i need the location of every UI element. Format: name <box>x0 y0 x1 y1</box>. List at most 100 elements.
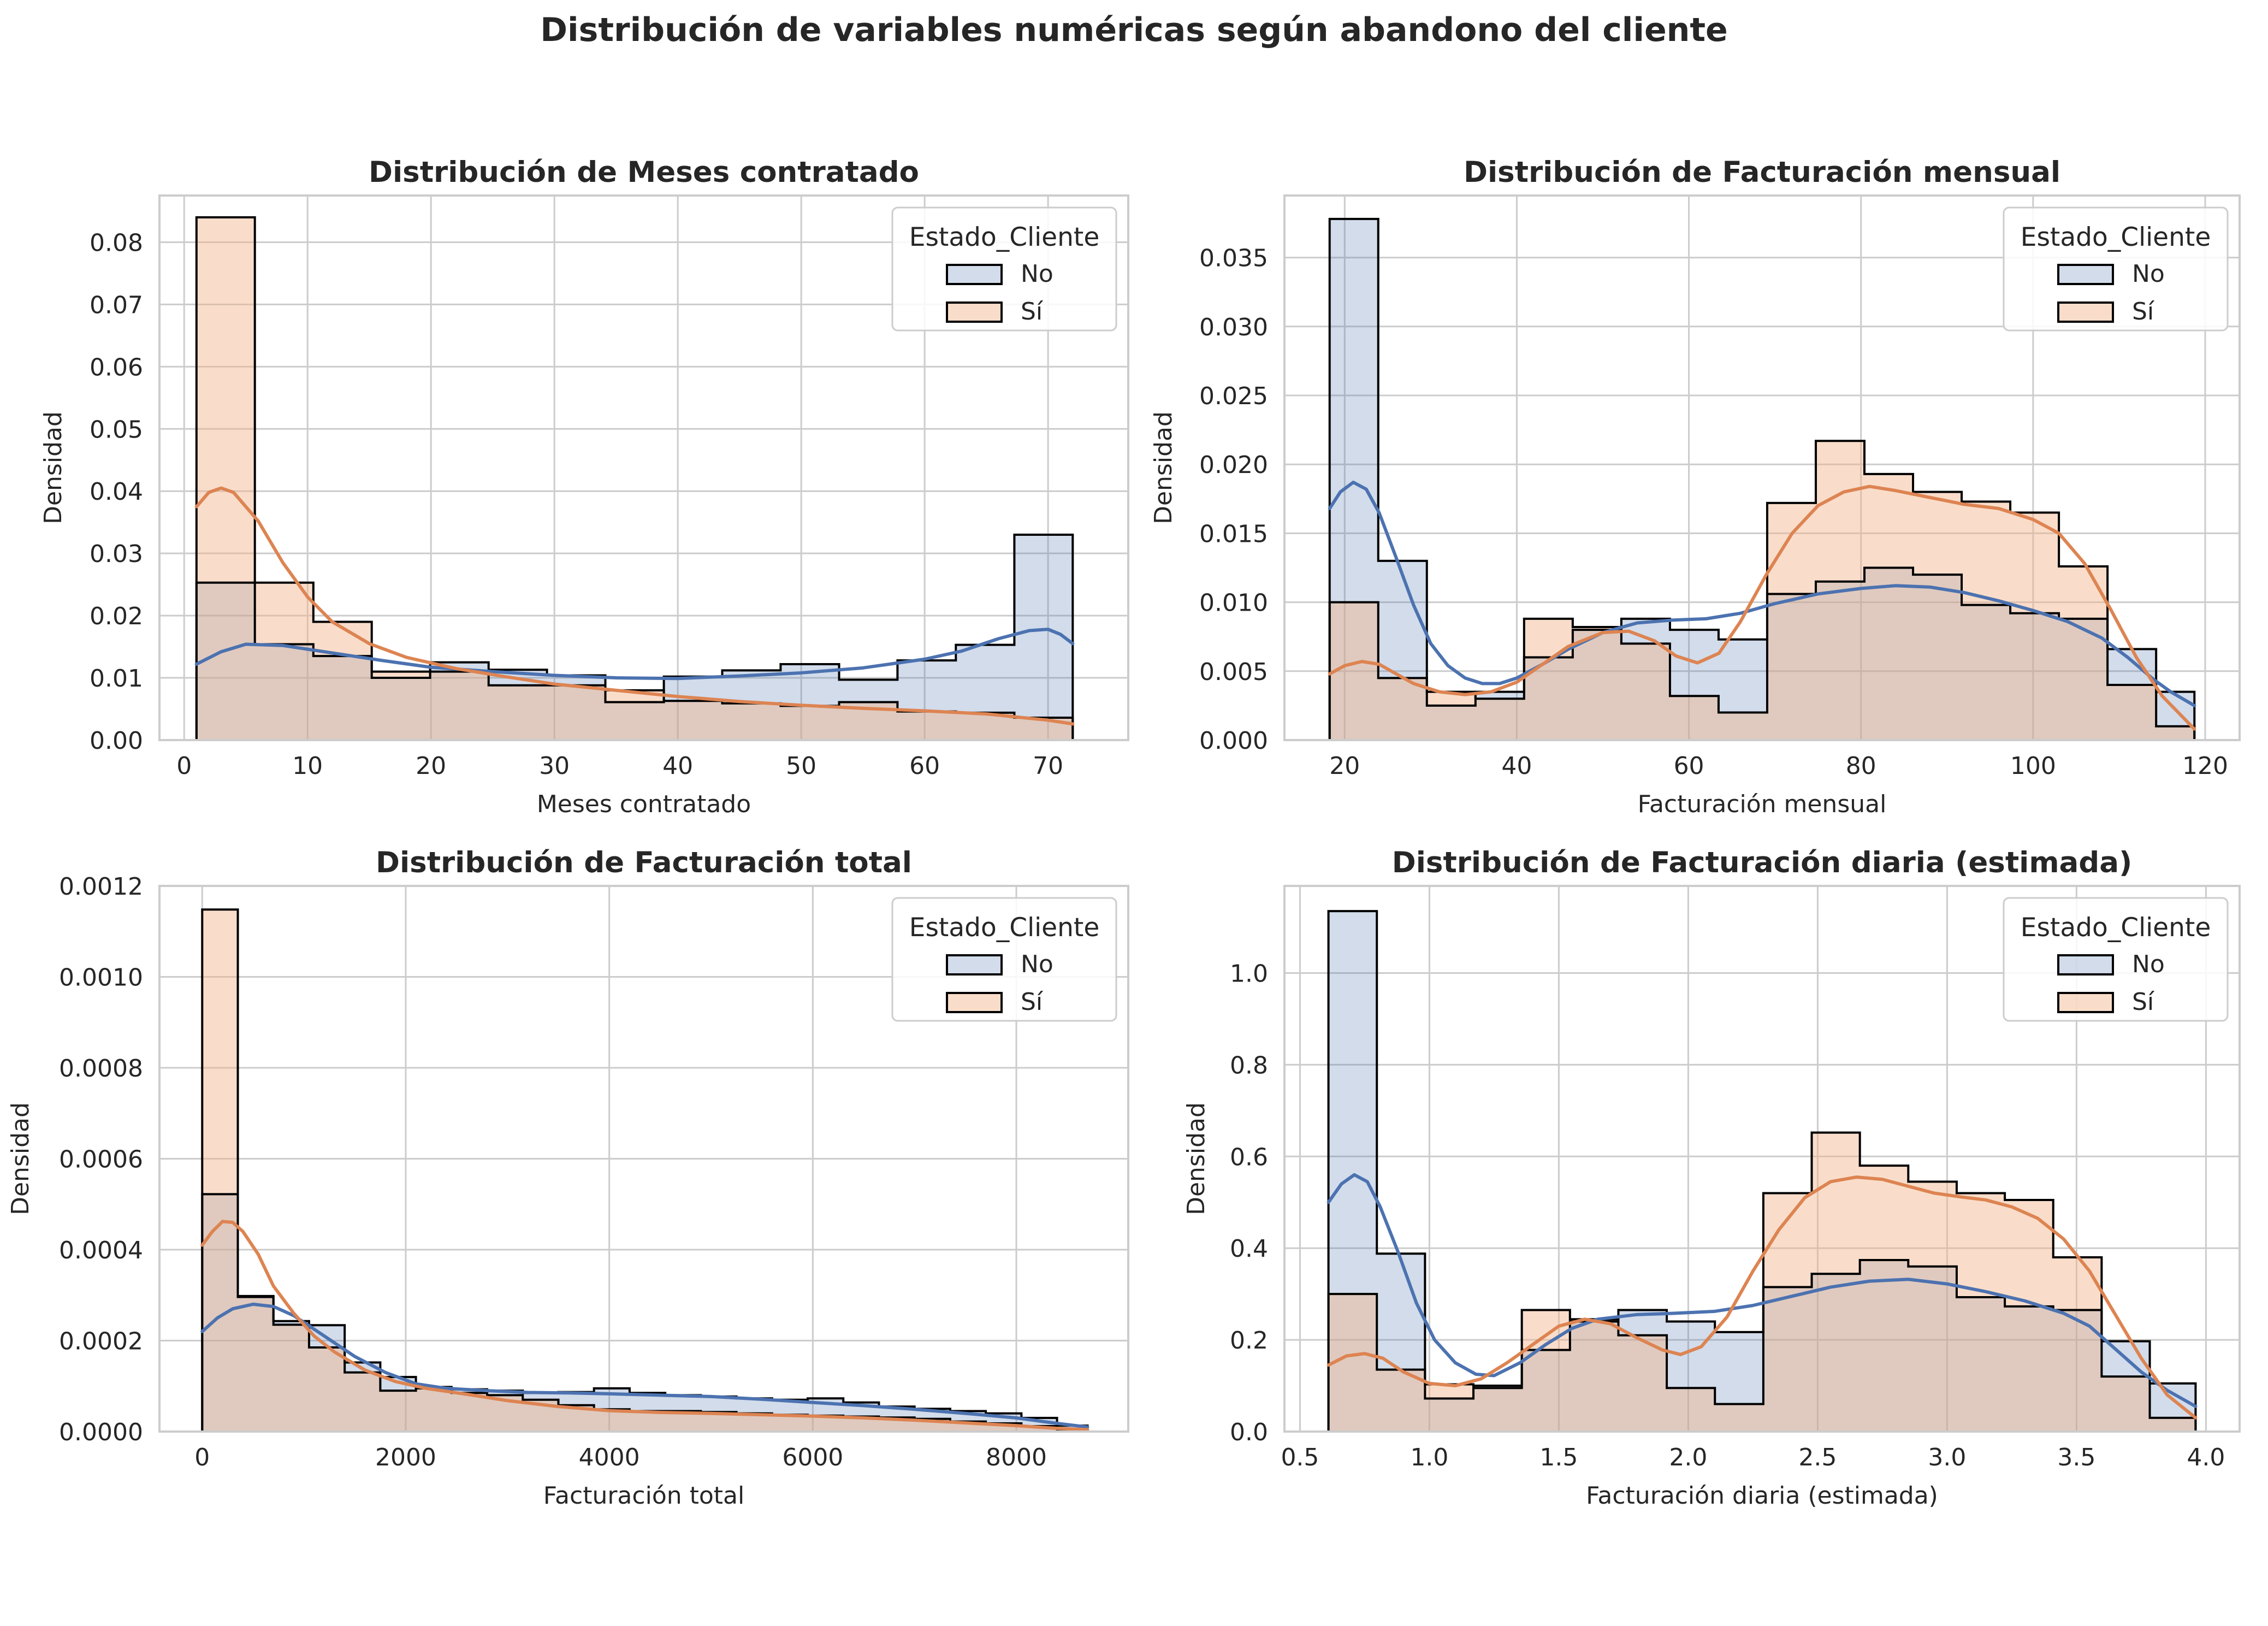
x-tick-label: 2000 <box>375 1444 436 1471</box>
legend: Estado_Cliente No Sí <box>891 206 1117 332</box>
kde-line-no <box>200 1302 1089 1429</box>
y-tick-label: 0.0000 <box>59 1418 143 1446</box>
y-tick-label: 0.025 <box>1199 382 1268 410</box>
x-tick-label: 0 <box>176 752 192 780</box>
legend-swatch-si <box>946 301 1003 323</box>
legend-label-no: No <box>1021 260 1053 288</box>
y-tick-label: 0.0006 <box>59 1146 143 1174</box>
chart-title: Distribución de Facturación diaria (esti… <box>1392 846 2133 879</box>
y-tick-label: 0.6 <box>1230 1143 1268 1171</box>
histogram-fill-si <box>1329 441 2195 740</box>
x-tick-label: 80 <box>1846 752 1876 780</box>
x-tick-label: 4000 <box>579 1444 640 1471</box>
y-tick-label: 0.020 <box>1199 451 1268 479</box>
legend-label-si: Sí <box>2132 298 2155 326</box>
y-axis-label: Densidad <box>7 1102 34 1215</box>
legend: Estado_Cliente No Sí <box>2003 897 2229 1022</box>
x-axis-label: Facturación diaria (estimada) <box>1586 1482 1938 1510</box>
y-tick-label: 0.01 <box>90 665 143 693</box>
x-tick-label: 100 <box>2010 752 2056 780</box>
y-tick-label: 1.0 <box>1230 960 1268 988</box>
legend-swatch-si <box>946 992 1003 1013</box>
y-tick-label: 0.08 <box>90 229 143 257</box>
histogram-step-no <box>201 1193 1089 1432</box>
x-tick-label: 4.0 <box>2187 1444 2225 1471</box>
legend-label-no: No <box>2132 950 2165 978</box>
x-tick-label: 3.5 <box>2057 1444 2095 1471</box>
x-tick-label: 20 <box>1329 752 1360 780</box>
x-axis-label: Facturación mensual <box>1638 790 1887 818</box>
kde-line-si <box>1327 1175 2198 1420</box>
legend-swatch-si <box>2057 301 2114 323</box>
histogram-fill-no <box>1328 911 2196 1432</box>
legend-label-si: Sí <box>1021 988 1044 1016</box>
x-tick-label: 8000 <box>986 1444 1047 1471</box>
legend-box <box>2003 897 2229 1022</box>
legend-box <box>891 206 1117 332</box>
y-tick-label: 0.030 <box>1199 314 1268 341</box>
axes-frame <box>158 194 1129 741</box>
legend-label-no: No <box>1021 950 1053 978</box>
y-tick-label: 0.0004 <box>59 1237 143 1264</box>
y-tick-label: 0.2 <box>1230 1327 1268 1355</box>
y-tick-label: 0.0010 <box>59 964 143 992</box>
y-tick-label: 0.4 <box>1230 1235 1268 1263</box>
y-tick-label: 0.02 <box>90 602 143 630</box>
chart-panel: 20 40 60 80 100 120 0.000 0.005 0.010 0.015 0.020 0… <box>1150 156 2241 818</box>
y-tick-label: 0.035 <box>1199 245 1268 273</box>
chart-title: Distribución de Facturación mensual <box>1464 156 2060 189</box>
y-tick-label: 0.07 <box>90 291 143 319</box>
y-tick-label: 0.06 <box>90 353 143 381</box>
legend-title: Estado_Cliente <box>2021 913 2211 943</box>
legend-title: Estado_Cliente <box>2021 222 2211 252</box>
axes-frame <box>1283 194 2241 741</box>
x-tick-label: 2.0 <box>1669 1444 1707 1471</box>
histogram-step-no <box>195 533 1074 740</box>
legend-swatch-si <box>2057 992 2114 1013</box>
legend-label-no: No <box>2132 260 2165 288</box>
x-axis-label: Meses contratado <box>537 790 751 818</box>
x-tick-label: 40 <box>662 752 693 780</box>
y-tick-label: 0.03 <box>90 540 143 568</box>
chart-title: Distribución de Meses contratado <box>369 156 919 189</box>
kde-line-si <box>1328 484 2196 731</box>
histogram-step-si <box>1327 1131 2197 1432</box>
chart-panel: 0.5 1.0 1.5 2.0 2.5 3.0 3.5 4.0 0.0 0.2 0.4 0.6 0.8 1… <box>1182 846 2241 1510</box>
y-tick-label: 0.005 <box>1199 658 1268 686</box>
x-tick-label: 10 <box>292 752 323 780</box>
x-tick-label: 60 <box>909 752 940 780</box>
legend-swatch-no <box>946 264 1003 285</box>
legend-label-si: Sí <box>1021 298 1044 326</box>
x-tick-label: 3.0 <box>1928 1444 1966 1471</box>
y-tick-label: 0.05 <box>90 416 143 444</box>
legend-swatch-no <box>946 954 1003 975</box>
y-axis-label: Densidad <box>39 411 67 524</box>
kde-line-no <box>194 628 1075 681</box>
histogram-fill-si <box>202 909 1088 1432</box>
legend-title: Estado_Cliente <box>909 913 1099 943</box>
chart-title: Distribución de Facturación total <box>376 846 912 879</box>
x-tick-label: 0 <box>194 1444 210 1471</box>
y-axis-label: Densidad <box>1150 411 1177 524</box>
x-tick-label: 2.5 <box>1798 1444 1837 1471</box>
x-tick-label: 50 <box>786 752 816 780</box>
chart-panel: 0 10 20 30 40 50 60 70 0.00 0.01 0.02 0.03 0.04 0.05 0… <box>39 156 1129 818</box>
figure-title: Distribución de variables numéricas segú… <box>540 11 1728 49</box>
x-tick-label: 30 <box>539 752 570 780</box>
y-tick-label: 0.00 <box>90 727 143 755</box>
x-tick-label: 6000 <box>782 1444 843 1471</box>
y-tick-label: 0.0 <box>1230 1418 1268 1446</box>
legend-title: Estado_Cliente <box>909 222 1099 252</box>
y-tick-label: 0.015 <box>1199 520 1268 548</box>
histogram-fill-si <box>196 217 1073 740</box>
axes-frame <box>1283 885 2241 1433</box>
y-tick-label: 0.010 <box>1199 589 1268 617</box>
y-axis-label: Densidad <box>1182 1102 1210 1215</box>
y-tick-label: 0.0002 <box>59 1328 143 1356</box>
y-tick-label: 0.000 <box>1199 727 1268 755</box>
x-tick-label: 1.5 <box>1539 1444 1578 1471</box>
x-tick-label: 20 <box>416 752 446 780</box>
legend-swatch-no <box>2057 954 2114 975</box>
kde-line-no <box>1327 1173 2198 1408</box>
